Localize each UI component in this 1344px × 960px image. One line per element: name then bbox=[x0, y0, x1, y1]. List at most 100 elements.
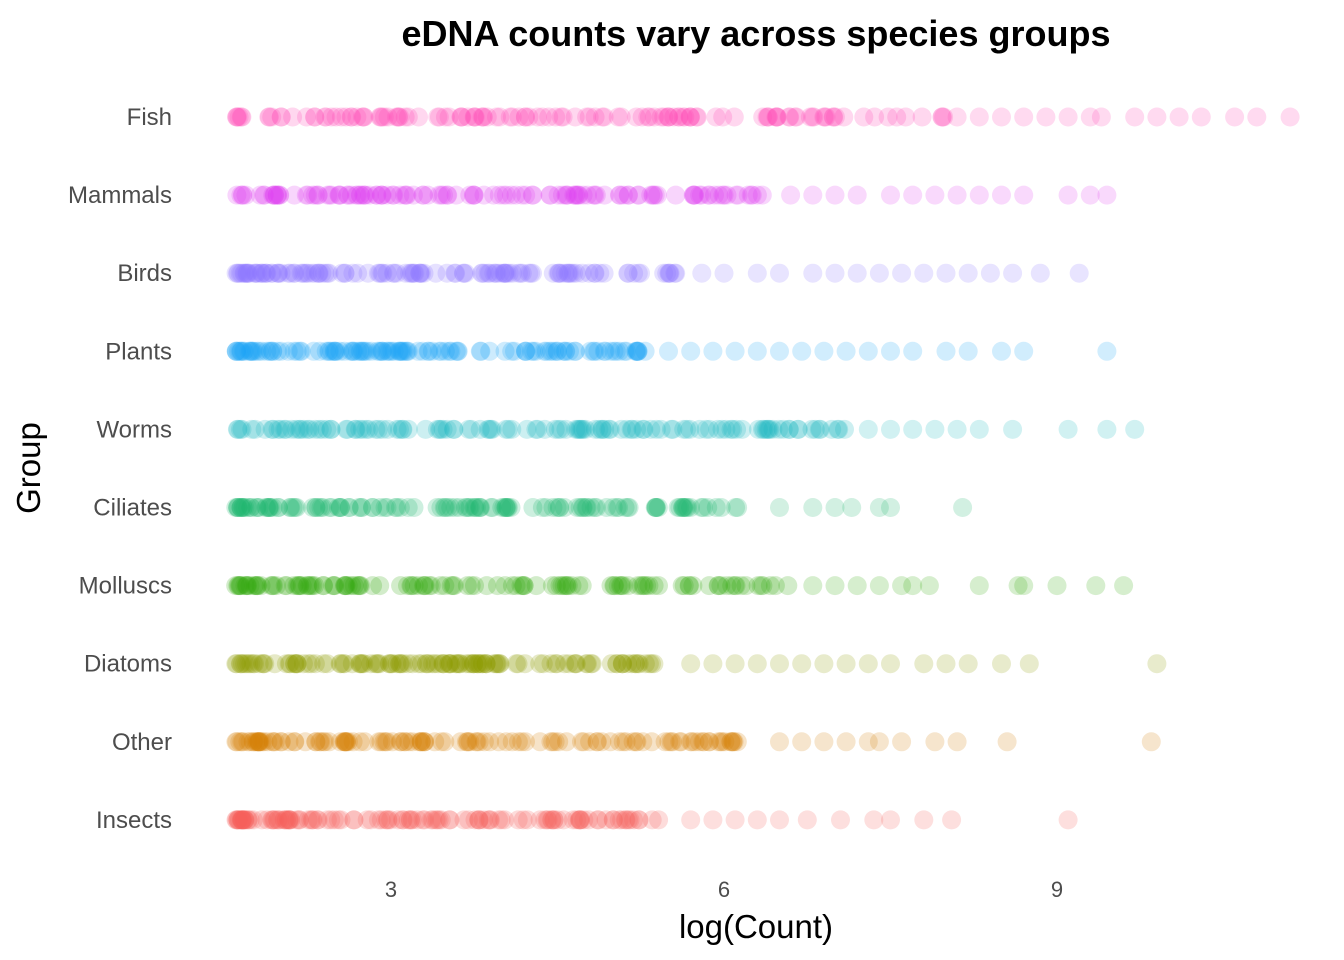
data-point bbox=[727, 732, 747, 752]
data-point bbox=[803, 185, 823, 205]
data-point bbox=[456, 654, 476, 674]
data-point bbox=[389, 341, 409, 361]
data-point bbox=[233, 341, 253, 361]
data-point bbox=[245, 654, 264, 674]
data-point bbox=[285, 498, 305, 517]
data-point bbox=[473, 654, 492, 674]
data-point bbox=[512, 263, 532, 283]
data-point bbox=[459, 654, 479, 674]
data-point bbox=[237, 654, 257, 674]
data-point bbox=[836, 341, 856, 361]
data-point bbox=[696, 419, 716, 439]
data-point bbox=[371, 341, 391, 361]
data-point bbox=[410, 263, 430, 283]
data-point bbox=[572, 498, 592, 517]
data-point bbox=[508, 732, 528, 752]
data-point bbox=[632, 107, 652, 127]
data-point bbox=[644, 654, 664, 674]
data-point bbox=[361, 810, 381, 830]
data-point bbox=[232, 810, 252, 830]
data-point bbox=[569, 576, 589, 596]
data-point bbox=[519, 107, 539, 127]
data-point bbox=[387, 263, 407, 283]
data-point bbox=[925, 185, 945, 205]
data-point bbox=[284, 341, 304, 361]
data-point bbox=[858, 341, 878, 361]
data-point bbox=[308, 185, 328, 205]
data-point bbox=[413, 185, 433, 205]
data-point bbox=[477, 576, 497, 596]
data-point bbox=[277, 576, 296, 596]
data-point bbox=[371, 732, 391, 752]
data-point bbox=[592, 419, 612, 439]
data-point bbox=[590, 263, 610, 283]
data-point bbox=[742, 185, 762, 205]
data-point bbox=[393, 419, 413, 439]
data-point bbox=[558, 263, 578, 283]
data-point bbox=[434, 185, 453, 205]
data-point bbox=[255, 263, 275, 283]
data-point bbox=[674, 419, 694, 439]
data-point bbox=[629, 810, 649, 830]
x-tick-label: 9 bbox=[1051, 877, 1063, 902]
data-point bbox=[429, 107, 449, 127]
data-point bbox=[275, 810, 295, 830]
data-point bbox=[371, 185, 391, 205]
data-point bbox=[440, 810, 460, 830]
data-point bbox=[767, 107, 787, 127]
data-point bbox=[552, 263, 572, 283]
data-point bbox=[466, 732, 486, 752]
data-point bbox=[444, 576, 464, 596]
data-point bbox=[308, 810, 328, 830]
data-point bbox=[247, 341, 267, 361]
data-point bbox=[628, 263, 648, 283]
data-point bbox=[397, 341, 417, 361]
data-point bbox=[495, 263, 515, 283]
data-point bbox=[548, 810, 568, 830]
data-point bbox=[540, 185, 560, 205]
data-point bbox=[530, 654, 550, 674]
data-point bbox=[980, 263, 1000, 283]
data-point bbox=[682, 732, 702, 752]
data-point bbox=[601, 654, 621, 674]
data-point bbox=[275, 419, 295, 439]
data-point bbox=[506, 654, 526, 674]
data-point bbox=[724, 107, 744, 127]
data-point bbox=[302, 810, 322, 830]
data-point bbox=[261, 576, 281, 596]
data-point bbox=[491, 810, 511, 830]
data-point bbox=[1058, 185, 1078, 205]
y-tick-label: Birds bbox=[117, 260, 172, 287]
data-point bbox=[368, 419, 388, 439]
data-point bbox=[577, 654, 597, 674]
data-point bbox=[788, 419, 808, 439]
data-point bbox=[580, 732, 600, 752]
data-point bbox=[335, 576, 355, 596]
data-point bbox=[409, 576, 428, 596]
data-point bbox=[383, 263, 403, 283]
data-point bbox=[350, 185, 370, 205]
data-point bbox=[409, 732, 429, 752]
data-point bbox=[393, 654, 413, 674]
data-point bbox=[770, 263, 789, 283]
data-point bbox=[727, 419, 747, 439]
data-point bbox=[628, 576, 648, 596]
data-point bbox=[394, 341, 414, 361]
series-ciliates bbox=[226, 498, 973, 517]
data-point bbox=[367, 654, 387, 674]
series-plants bbox=[226, 341, 1117, 361]
data-point bbox=[594, 341, 614, 361]
data-point bbox=[374, 732, 394, 752]
data-point bbox=[440, 810, 460, 830]
data-point bbox=[451, 732, 471, 752]
data-point bbox=[722, 576, 742, 596]
data-point bbox=[381, 810, 401, 830]
data-point bbox=[714, 263, 734, 283]
data-point bbox=[271, 732, 291, 752]
data-point bbox=[448, 654, 468, 674]
data-point bbox=[629, 185, 649, 205]
data-point bbox=[439, 107, 459, 127]
data-point bbox=[297, 263, 317, 283]
data-point bbox=[398, 419, 418, 439]
data-point bbox=[714, 185, 734, 205]
